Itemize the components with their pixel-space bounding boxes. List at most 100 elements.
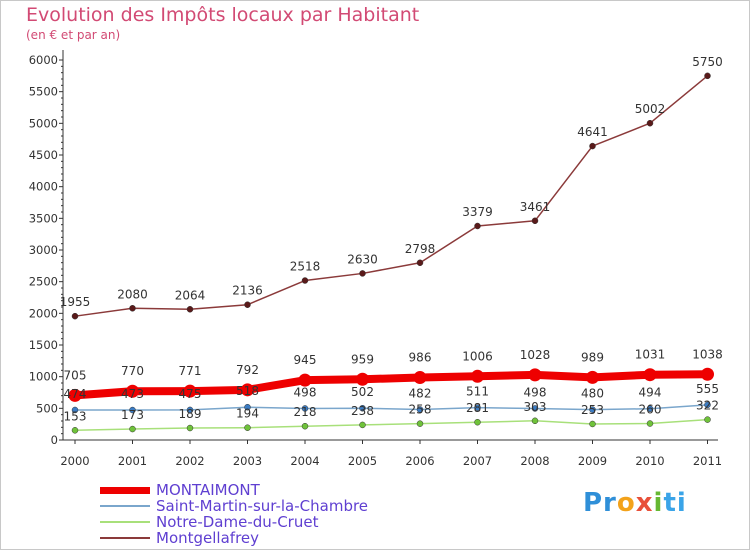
data-label: 511 bbox=[466, 385, 489, 399]
legend-swatch-notre-dame bbox=[100, 521, 150, 523]
data-point bbox=[359, 270, 366, 277]
x-tick-label: 2010 bbox=[635, 454, 664, 468]
data-label: 473 bbox=[121, 387, 144, 401]
proxiti-logo: Proxiti bbox=[583, 488, 687, 518]
data-label: 322 bbox=[696, 399, 719, 413]
data-point bbox=[129, 425, 136, 433]
data-label: 482 bbox=[409, 386, 432, 400]
series-line bbox=[74, 75, 708, 317]
data-point bbox=[416, 259, 424, 267]
legend-swatch-montaimont bbox=[100, 487, 150, 494]
data-label: 4641 bbox=[577, 125, 608, 139]
data-label: 2064 bbox=[175, 288, 206, 302]
data-label: 194 bbox=[236, 407, 259, 421]
data-point bbox=[129, 406, 136, 414]
legend-item-montgellafrey: Montgellafrey bbox=[100, 530, 420, 546]
data-label: 260 bbox=[639, 403, 662, 417]
data-label: 480 bbox=[581, 387, 604, 401]
data-point bbox=[416, 406, 424, 413]
data-label: 474 bbox=[64, 387, 87, 401]
data-point bbox=[68, 388, 82, 402]
data-label: 959 bbox=[351, 352, 374, 366]
data-point bbox=[471, 369, 484, 383]
y-tick-label: 4000 bbox=[29, 180, 58, 194]
data-point bbox=[589, 406, 596, 413]
data-point bbox=[474, 222, 481, 230]
data-point bbox=[186, 406, 194, 414]
data-point bbox=[474, 404, 481, 411]
y-tick-label: 1500 bbox=[29, 338, 58, 352]
data-point bbox=[416, 420, 424, 427]
data-label: 986 bbox=[409, 351, 432, 365]
legend-item-montaimont: MONTAIMONT bbox=[100, 482, 420, 498]
data-label: 3461 bbox=[520, 200, 551, 214]
data-point bbox=[71, 312, 79, 320]
y-tick-label: 2000 bbox=[29, 306, 58, 320]
data-label: 2518 bbox=[290, 260, 321, 274]
data-label: 2798 bbox=[405, 242, 436, 256]
data-label: 218 bbox=[294, 405, 317, 419]
data-label: 153 bbox=[64, 409, 87, 423]
data-label: 1031 bbox=[635, 348, 666, 362]
data-label: 555 bbox=[696, 382, 719, 396]
data-point bbox=[474, 418, 481, 426]
data-point bbox=[244, 301, 251, 308]
data-point bbox=[186, 424, 194, 432]
data-label: 5002 bbox=[635, 102, 666, 116]
y-tick-label: 4500 bbox=[29, 148, 58, 162]
data-point bbox=[701, 367, 714, 381]
data-point bbox=[646, 420, 654, 427]
data-point bbox=[244, 403, 251, 411]
x-tick-label: 2005 bbox=[348, 454, 377, 468]
data-point bbox=[704, 401, 711, 409]
data-point bbox=[301, 422, 309, 430]
data-point bbox=[241, 383, 254, 397]
logo-part-1: Pr bbox=[583, 488, 617, 518]
y-tick-label: 3500 bbox=[29, 211, 58, 225]
data-point bbox=[359, 404, 366, 412]
data-label: 1028 bbox=[520, 348, 551, 362]
y-tick-label: 500 bbox=[36, 401, 58, 415]
y-tick-label: 6000 bbox=[29, 53, 58, 67]
data-point bbox=[356, 372, 369, 386]
legend-label-notre-dame: Notre-Dame-du-Cruet bbox=[156, 513, 319, 531]
logo-part-4: i bbox=[653, 488, 664, 518]
y-tick-label: 0 bbox=[51, 433, 58, 447]
data-label: 792 bbox=[236, 363, 259, 377]
logo-part-5: ti bbox=[663, 488, 687, 518]
series-line bbox=[74, 370, 708, 400]
data-label: 498 bbox=[524, 385, 547, 399]
x-tick-label: 2006 bbox=[405, 454, 434, 468]
x-tick-label: 2009 bbox=[578, 454, 607, 468]
data-label: 494 bbox=[639, 386, 662, 400]
data-label: 770 bbox=[121, 364, 144, 378]
chart-title: Evolution des Impôts locaux par Habitant bbox=[26, 4, 420, 26]
data-label: 1038 bbox=[692, 347, 723, 361]
data-label: 989 bbox=[581, 350, 604, 364]
data-point bbox=[646, 119, 654, 127]
legend-label-montaimont: MONTAIMONT bbox=[156, 481, 260, 499]
x-tick-label: 2004 bbox=[290, 454, 319, 468]
data-point bbox=[531, 417, 539, 425]
data-label: 238 bbox=[351, 404, 374, 418]
data-point bbox=[359, 421, 366, 429]
y-tick-label: 2500 bbox=[29, 275, 58, 289]
data-point bbox=[301, 405, 309, 412]
data-point bbox=[413, 371, 427, 385]
data-point bbox=[643, 368, 657, 382]
data-label: 173 bbox=[121, 408, 144, 422]
legend-swatch-montgellafrey bbox=[100, 537, 150, 539]
data-point bbox=[704, 416, 711, 423]
data-label: 945 bbox=[294, 353, 317, 367]
data-point bbox=[183, 384, 197, 398]
data-point bbox=[186, 306, 194, 313]
data-label: 281 bbox=[466, 401, 489, 415]
data-point bbox=[244, 424, 251, 431]
data-point bbox=[71, 427, 79, 434]
data-label: 705 bbox=[64, 368, 87, 382]
data-point bbox=[646, 405, 654, 412]
x-tick-label: 2003 bbox=[233, 454, 262, 468]
legend-item-notre-dame: Notre-Dame-du-Cruet bbox=[100, 514, 420, 530]
